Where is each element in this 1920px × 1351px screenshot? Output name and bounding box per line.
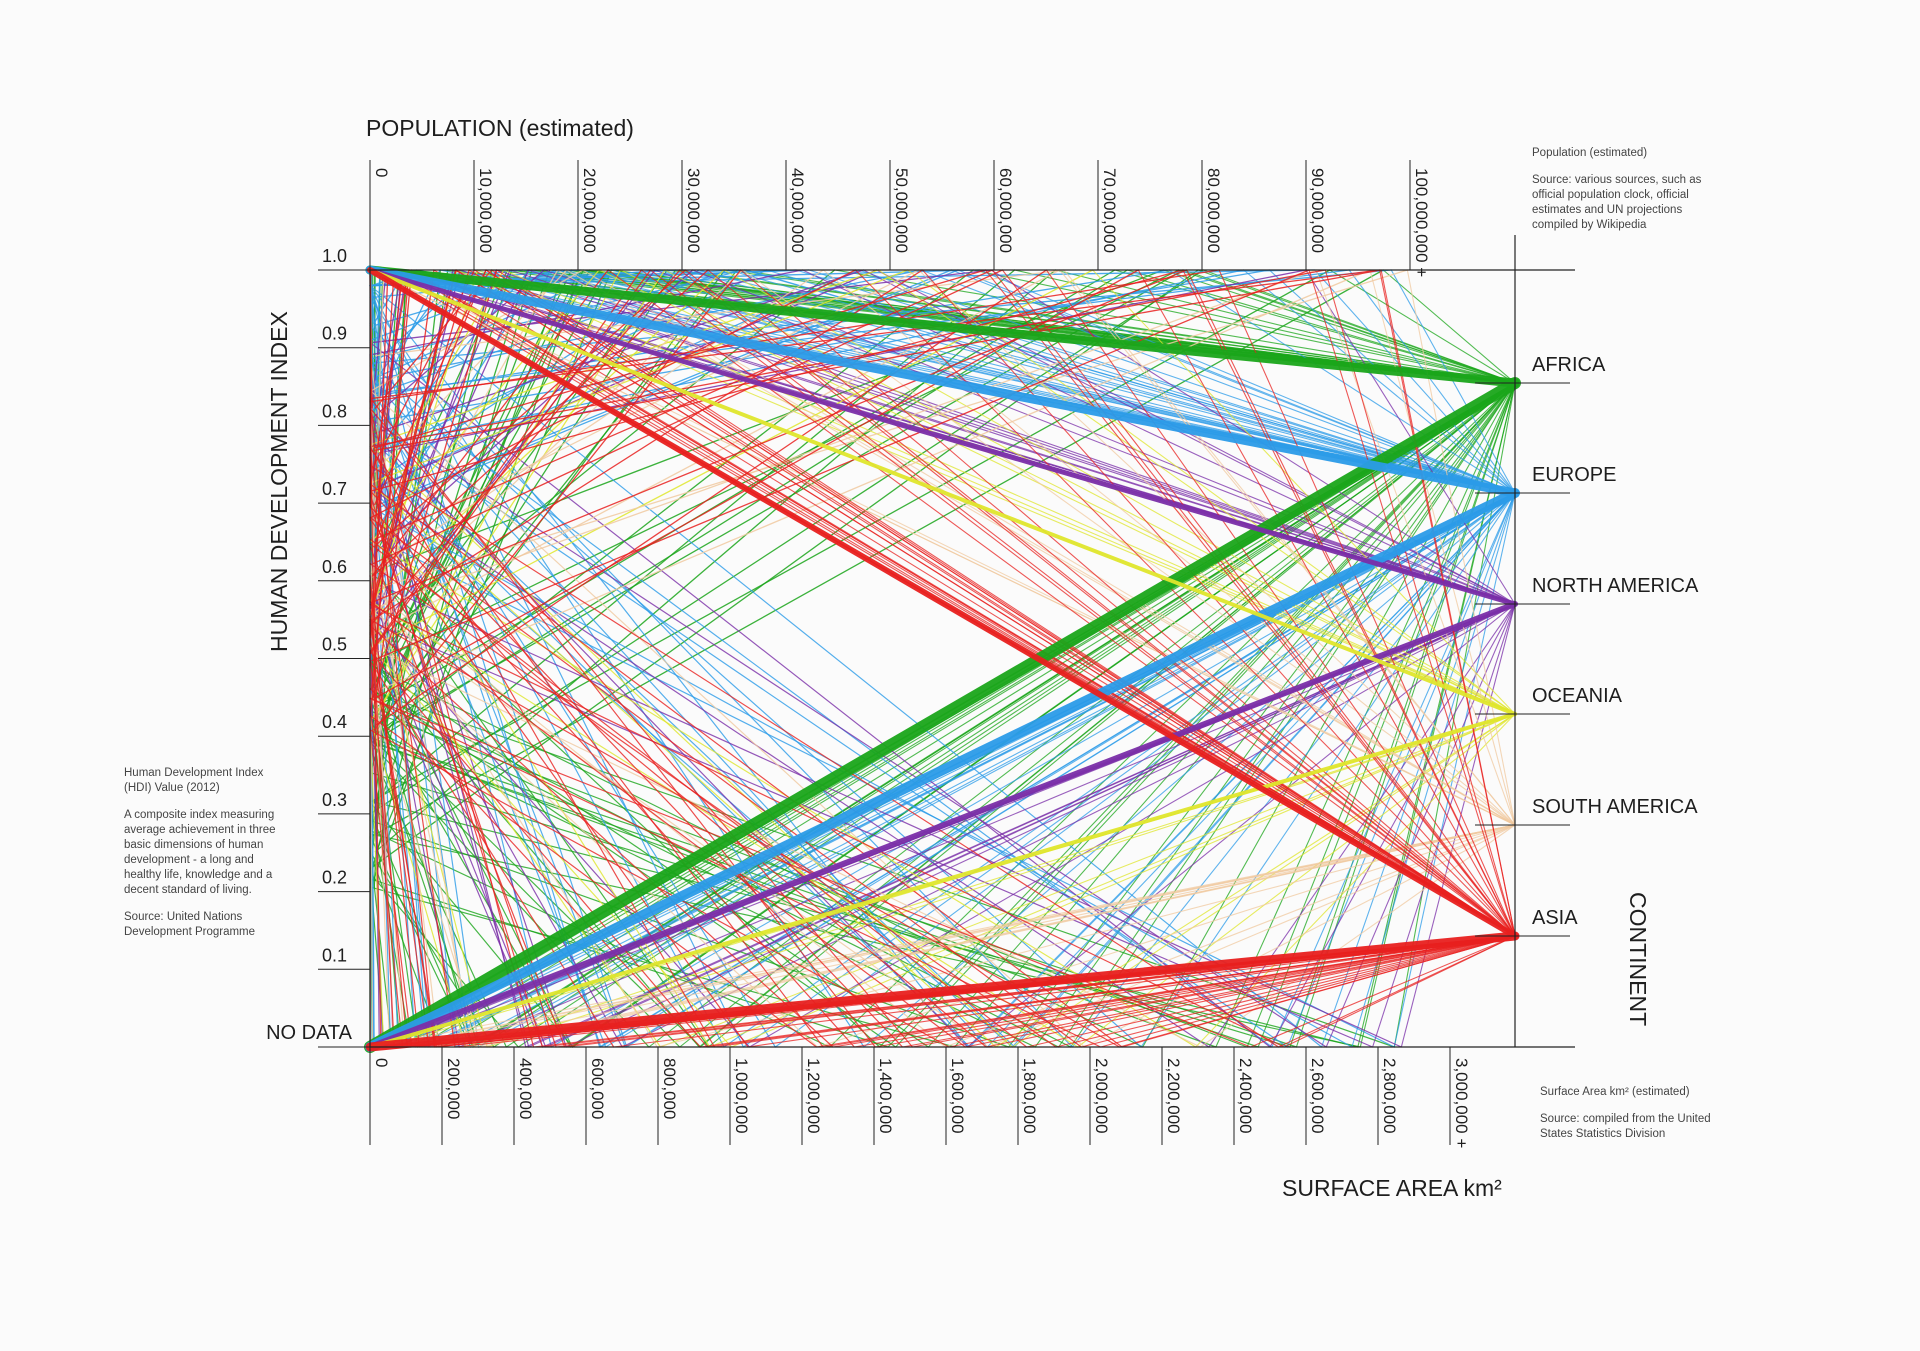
population-tick-label: 70,000,000 — [1100, 168, 1119, 253]
surface-axis-title: SURFACE AREA km² — [1282, 1175, 1502, 1201]
surface-tick-label: 1,400,000 — [876, 1058, 895, 1134]
population-tick-label: 50,000,000 — [892, 168, 911, 253]
surface-note: Surface Area km² (estimated) Source: com… — [1540, 1085, 1720, 1154]
data-line — [1383, 270, 1515, 383]
surface-tick-label: 2,200,000 — [1164, 1058, 1183, 1134]
population-note: Population (estimated) Source: various s… — [1532, 146, 1712, 245]
hdi-tick-label: 0.4 — [322, 712, 347, 732]
hdi-tick-label: 0.3 — [322, 790, 347, 810]
population-tick-label: 80,000,000 — [1204, 168, 1223, 253]
data-line — [796, 270, 1515, 493]
hdi-note: Human Development Index (HDI) Value (201… — [124, 766, 284, 952]
population-note-title: Population (estimated) — [1532, 146, 1712, 161]
surface-tick-label: 2,000,000 — [1092, 1058, 1111, 1134]
hdi-tick-label: NO DATA — [266, 1022, 353, 1044]
continent-label-asia: ASIA — [1532, 907, 1578, 929]
population-tick-label: 60,000,000 — [996, 168, 1015, 253]
hdi-tick-label: 0.5 — [322, 635, 347, 655]
surface-tick-label: 3,000,000 + — [1452, 1058, 1471, 1148]
hdi-tick-label: 0.1 — [322, 945, 347, 965]
population-tick-label: 0 — [372, 168, 391, 177]
population-note-source: Source: various sources, such as officia… — [1532, 173, 1712, 233]
surface-note-source: Source: compiled from the United States … — [1540, 1112, 1720, 1142]
hdi-tick-label: 0.7 — [322, 479, 347, 499]
hdi-tick-label: 0.6 — [322, 557, 347, 577]
surface-tick-label: 0 — [372, 1058, 391, 1067]
hdi-tick-label: 0.2 — [322, 868, 347, 888]
surface-tick-label: 1,800,000 — [1020, 1058, 1039, 1134]
continent-label-oceania: OCEANIA — [1532, 685, 1623, 707]
surface-note-title: Surface Area km² (estimated) — [1540, 1085, 1720, 1100]
continent-label-south-america: SOUTH AMERICA — [1532, 796, 1698, 818]
population-tick-label: 40,000,000 — [788, 168, 807, 253]
population-tick-label: 10,000,000 — [476, 168, 495, 253]
population-axis-title: POPULATION (estimated) — [366, 115, 634, 141]
continent-label-africa: AFRICA — [1532, 354, 1606, 376]
population-tick-label: 30,000,000 — [684, 168, 703, 253]
population-tick-label: 20,000,000 — [580, 168, 599, 253]
surface-tick-label: 2,400,000 — [1236, 1058, 1255, 1134]
hdi-tick-label: 0.9 — [322, 324, 347, 344]
hdi-note-description: A composite index measuring average achi… — [124, 808, 284, 898]
hdi-note-source: Source: United Nations Development Progr… — [124, 910, 284, 940]
hdi-note-title: Human Development Index (HDI) Value (201… — [124, 766, 284, 796]
surface-tick-label: 1,600,000 — [948, 1058, 967, 1134]
continent-label-north-america: NORTH AMERICA — [1532, 575, 1699, 597]
continent-label-europe: EUROPE — [1532, 464, 1616, 486]
hdi-axis-title: HUMAN DEVELOPMENT INDEX — [266, 311, 292, 652]
surface-tick-label: 1,000,000 — [732, 1058, 751, 1134]
surface-tick-label: 800,000 — [660, 1058, 679, 1119]
population-tick-label: 100,000,000 + — [1412, 168, 1431, 277]
surface-tick-label: 1,200,000 — [804, 1058, 823, 1134]
continent-axis-title: CONTINENT — [1625, 892, 1651, 1026]
data-lines — [370, 270, 1515, 1047]
surface-tick-label: 2,600,000 — [1308, 1058, 1327, 1134]
surface-tick-label: 400,000 — [516, 1058, 535, 1119]
hdi-tick-label: 0.8 — [322, 401, 347, 421]
surface-tick-label: 600,000 — [588, 1058, 607, 1119]
population-tick-label: 90,000,000 — [1308, 168, 1327, 253]
surface-tick-label: 2,800,000 — [1380, 1058, 1399, 1134]
hdi-tick-label: 1.0 — [322, 246, 347, 266]
surface-tick-label: 200,000 — [444, 1058, 463, 1119]
